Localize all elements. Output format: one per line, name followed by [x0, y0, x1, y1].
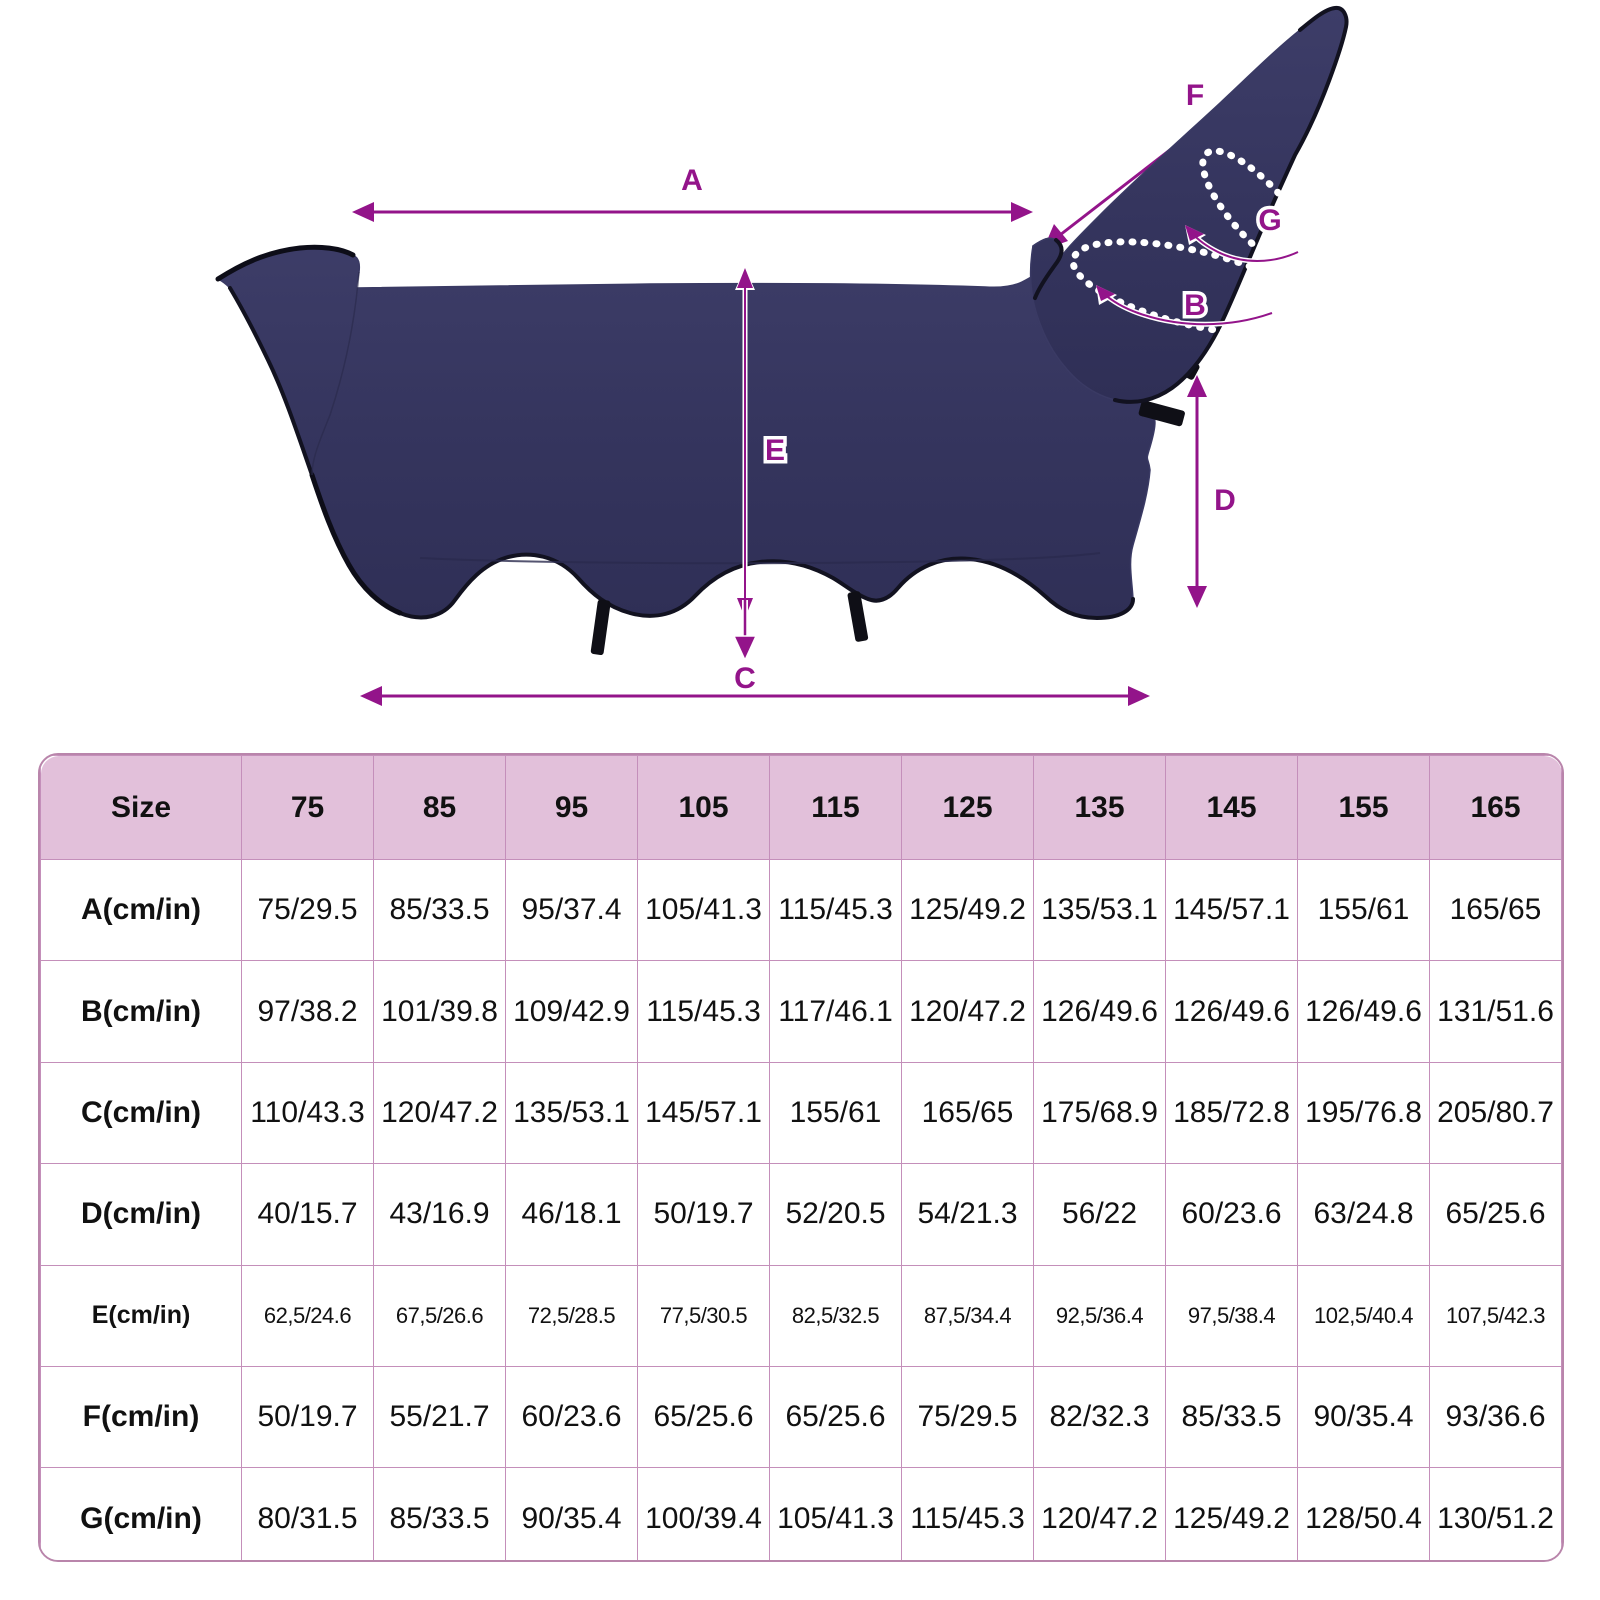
- svg-text:E: E: [765, 434, 785, 467]
- svg-text:G: G: [1258, 204, 1281, 237]
- svg-text:C: C: [734, 662, 756, 695]
- svg-text:B: B: [1184, 289, 1206, 322]
- svg-text:F: F: [1186, 79, 1204, 112]
- svg-text:D: D: [1214, 484, 1236, 517]
- svg-text:A: A: [681, 164, 703, 197]
